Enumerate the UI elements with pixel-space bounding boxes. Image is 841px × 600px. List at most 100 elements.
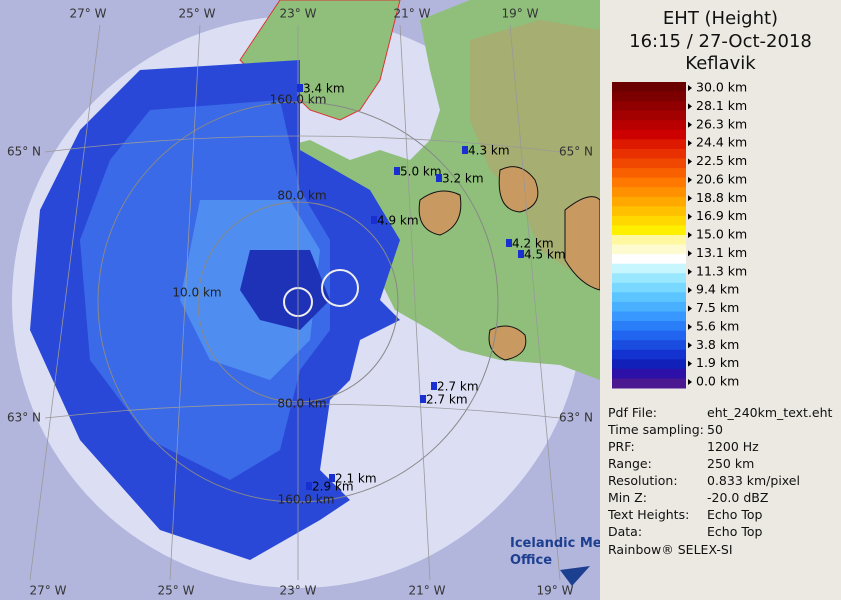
logo-mark	[560, 566, 590, 586]
lon-label: 23° W	[280, 584, 317, 598]
echo-cell	[431, 382, 437, 390]
info-key: Min Z:	[608, 490, 647, 505]
radar-echoes	[30, 60, 400, 560]
echo-top-label: 5.0 km	[400, 165, 442, 179]
scale-band	[612, 378, 686, 389]
scale-band	[612, 349, 686, 360]
echo-area	[240, 250, 330, 330]
lat-label: 65° N	[559, 145, 593, 159]
echo-top-label: 4.9 km	[377, 214, 419, 228]
echo-top-label: 2.7 km	[426, 393, 468, 407]
ring-label: 10.0 km	[172, 286, 221, 300]
glacier	[564, 196, 600, 291]
glacier	[418, 190, 462, 236]
info-key: Data:	[608, 524, 643, 539]
scale-label: 18.8 km	[696, 190, 747, 205]
scale-band	[612, 120, 686, 131]
meridian	[509, 24, 561, 581]
scale-label: 22.5 km	[696, 153, 747, 168]
scale-band	[612, 187, 686, 198]
scale-label: 3.8 km	[696, 337, 739, 352]
scale-band	[612, 139, 686, 150]
info-value: 0.833 km/pixel	[707, 473, 800, 488]
echo-top-label: 4.3 km	[468, 144, 510, 158]
scale-band	[612, 206, 686, 217]
scale-label: 30.0 km	[696, 80, 747, 95]
scale-tick	[688, 85, 692, 91]
scale-band	[612, 177, 686, 188]
scale-label: 24.4 km	[696, 135, 747, 150]
parallel	[44, 135, 561, 153]
scale-band	[612, 273, 686, 284]
meridian	[29, 24, 101, 581]
scale-tick	[688, 158, 692, 165]
scale-band	[612, 368, 686, 379]
meridian	[399, 24, 431, 581]
scale-label: 16.9 km	[696, 208, 747, 223]
lat-label: 65° N	[7, 145, 41, 159]
scale-band	[612, 235, 686, 246]
echo-top-label: 4.2 km	[512, 237, 554, 251]
scale-label: 11.3 km	[696, 263, 747, 278]
land-westfjords	[239, 0, 401, 121]
scale-band	[612, 196, 686, 207]
echo-top-label: 4.5 km	[524, 248, 566, 262]
lat-label: 63° N	[559, 411, 593, 425]
echo-top-label: 2.9 km	[312, 480, 354, 494]
scale-tick	[688, 121, 692, 128]
scale-tick	[688, 232, 692, 238]
scale-band	[612, 359, 686, 370]
scale-band	[612, 148, 686, 159]
lon-label: 21° W	[394, 7, 431, 21]
info-value: -20.0 dBZ	[707, 490, 769, 505]
lon-label: 23° W	[280, 7, 317, 21]
lon-label: 27° W	[30, 584, 67, 598]
echo-top-label: 2.7 km	[437, 380, 479, 394]
lon-label: 25° W	[179, 7, 216, 21]
scale-tick	[688, 360, 692, 367]
scale-band	[612, 158, 686, 169]
radar-map: 27° W 25° W 23° W 21° W 19° W 27° W 25° …	[0, 0, 600, 600]
scale-label: 13.1 km	[696, 245, 747, 260]
info-value: 50	[707, 422, 723, 437]
echo-cell	[462, 146, 468, 154]
scale-band	[612, 225, 686, 236]
scale-label: 5.6 km	[696, 318, 739, 333]
scale-band	[612, 282, 686, 293]
logo-text: Office	[510, 553, 552, 568]
scale-tick	[688, 342, 692, 349]
echo-cell	[297, 84, 303, 92]
info-value: 1200 Hz	[707, 439, 759, 454]
scale-band	[612, 340, 686, 351]
info-value: Echo Top	[707, 524, 763, 539]
color-scale: 30.0 km 28.1 km 26.3 km 24.4 km 22.5 km 20.6 …	[612, 80, 747, 389]
echo-top-label: 3.2 km	[442, 172, 484, 186]
logo-text: Icelandic Met	[510, 536, 600, 551]
lon-label: 19° W	[537, 584, 574, 598]
scale-band	[612, 101, 686, 112]
ring-label: 160.0 km	[278, 493, 335, 507]
info-key: Time sampling:	[608, 422, 704, 437]
info-key: Resolution:	[608, 473, 678, 488]
echo-cell	[329, 474, 335, 482]
scale-tick	[688, 176, 692, 183]
ring-label: 160.0 km	[270, 93, 327, 107]
scale-band	[612, 330, 686, 341]
scale-label: 26.3 km	[696, 116, 747, 131]
scale-band	[612, 321, 686, 332]
scale-tick	[688, 195, 692, 202]
scale-tick	[688, 213, 692, 220]
scale-band	[612, 263, 686, 274]
scale-label: 1.9 km	[696, 355, 739, 370]
scale-band	[612, 301, 686, 312]
glacier	[488, 325, 527, 361]
lon-label: 21° W	[409, 584, 446, 598]
scale-tick	[688, 305, 692, 312]
echo-cell	[420, 395, 426, 403]
scale-band	[612, 244, 686, 255]
info-key: Text Heights:	[608, 507, 690, 522]
meridian	[169, 24, 201, 581]
parallel	[44, 403, 561, 419]
echo-cell	[394, 167, 400, 175]
